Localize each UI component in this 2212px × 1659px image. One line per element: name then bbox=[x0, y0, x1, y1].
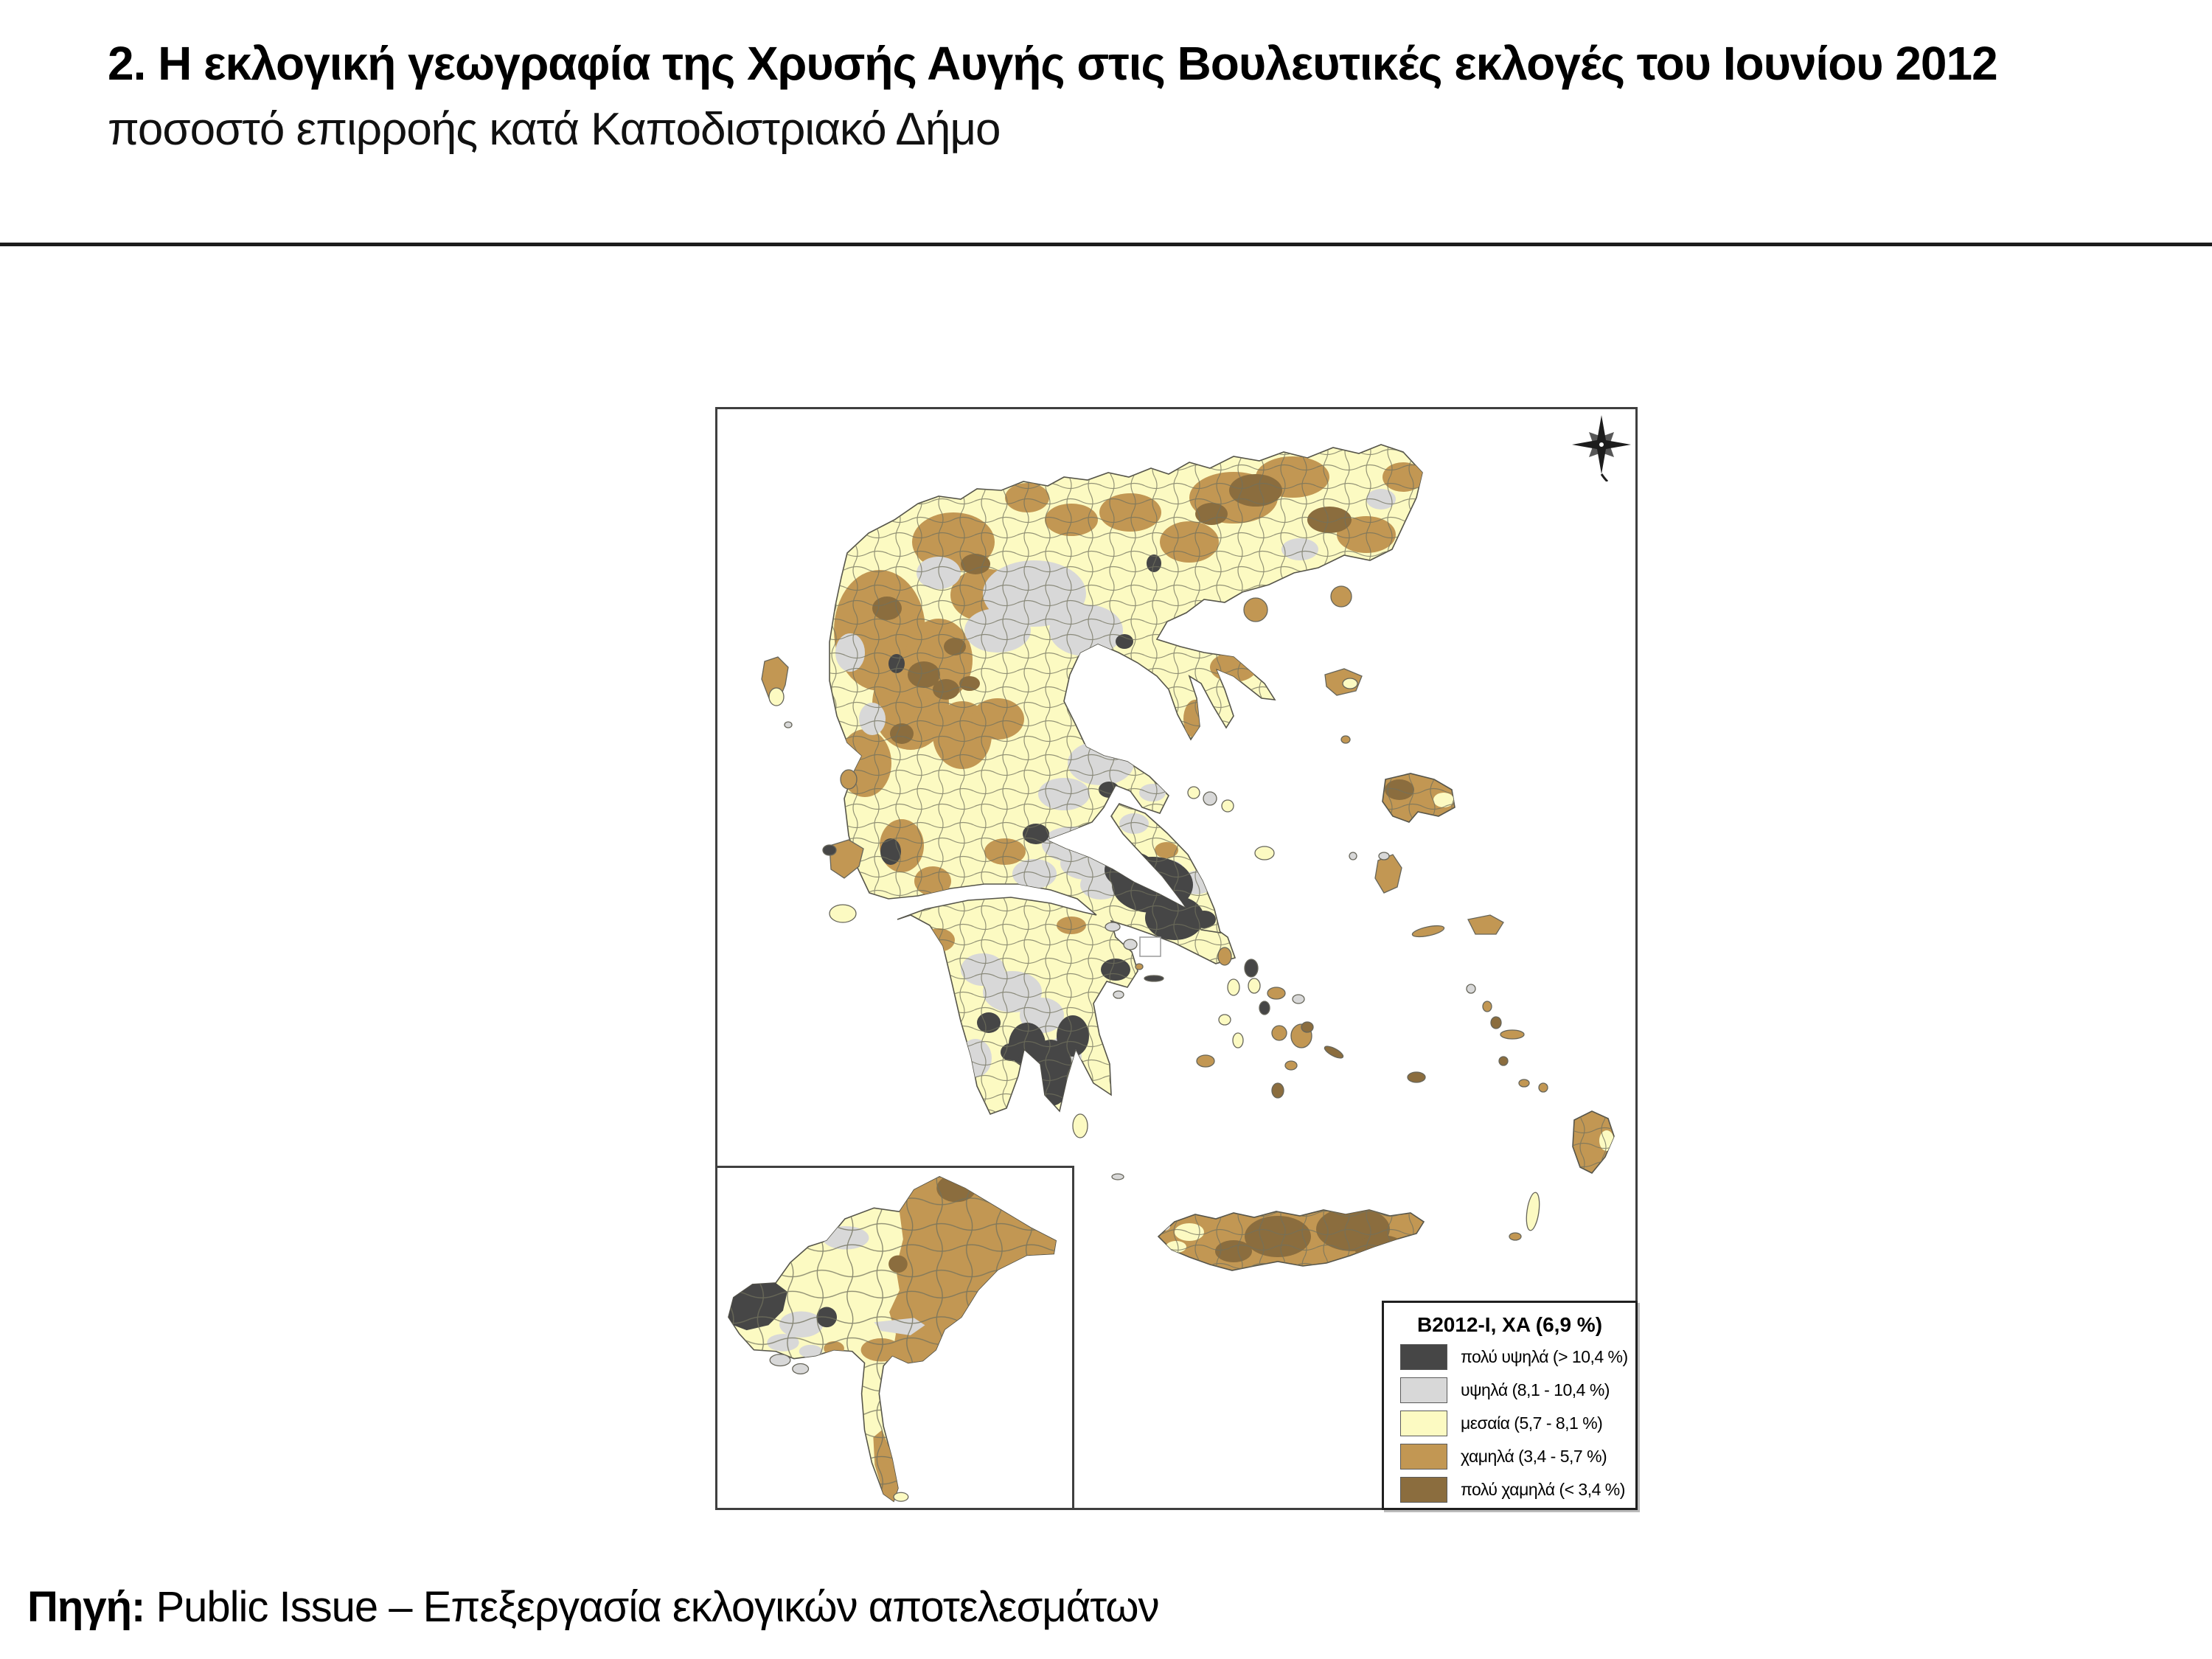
source-text: Public Issue – Επεξεργασία εκλογικών απο… bbox=[145, 1583, 1159, 1631]
page-subtitle: ποσοστό επιρροής κατά Καποδιστριακό Δήμο bbox=[108, 103, 1001, 155]
legend-swatch-low bbox=[1400, 1443, 1447, 1470]
legend-label-very-high: πολύ υψηλά (> 10,4 %) bbox=[1461, 1346, 1628, 1366]
attica-inset-svg bbox=[717, 1168, 1072, 1508]
legend-label-low: χαμηλά (3,4 - 5,7 %) bbox=[1461, 1446, 1607, 1466]
legend-row: μεσαία (5,7 - 8,1 %) bbox=[1400, 1410, 1603, 1436]
choropleth-map-greece: B2012-I, XA (6,9 %) πολύ υψηλά (> 10,4 %… bbox=[715, 407, 1638, 1510]
small-islands bbox=[761, 585, 1548, 1241]
legend-row: πολύ υψηλά (> 10,4 %) bbox=[1400, 1343, 1628, 1370]
legend-swatch-very-low bbox=[1400, 1476, 1447, 1503]
legend-label-medium: μεσαία (5,7 - 8,1 %) bbox=[1461, 1413, 1603, 1433]
legend-label-very-low: πολύ χαμηλά (< 3,4 %) bbox=[1461, 1479, 1625, 1499]
greece-map-svg bbox=[717, 409, 1635, 1508]
title-divider bbox=[0, 243, 2212, 246]
legend-swatch-very-high bbox=[1400, 1343, 1447, 1370]
legend-title: B2012-I, XA (6,9 %) bbox=[1416, 1313, 1603, 1336]
source-note: Πηγή: Public Issue – Επεξεργασία εκλογικ… bbox=[27, 1582, 1160, 1632]
legend-swatch-medium bbox=[1400, 1410, 1447, 1436]
legend-row: υψηλά (8,1 - 10,4 %) bbox=[1400, 1377, 1610, 1403]
source-label: Πηγή: bbox=[27, 1583, 145, 1631]
white-square-artifact bbox=[1139, 936, 1161, 957]
page-header: 2. Η εκλογική γεωγραφία της Χρυσής Αυγής… bbox=[108, 29, 2187, 162]
compass-rose-icon bbox=[1572, 415, 1631, 481]
legend-row: χαμηλά (3,4 - 5,7 %) bbox=[1400, 1443, 1607, 1470]
attica-inset-map bbox=[715, 1166, 1074, 1510]
page-title: 2. Η εκλογική γεωγραφία της Χρυσής Αυγής… bbox=[108, 37, 1998, 90]
legend-label-high: υψηλά (8,1 - 10,4 %) bbox=[1461, 1380, 1610, 1399]
map-legend: B2012-I, XA (6,9 %) πολύ υψηλά (> 10,4 %… bbox=[1382, 1301, 1638, 1510]
legend-row: πολύ χαμηλά (< 3,4 %) bbox=[1400, 1476, 1625, 1503]
legend-swatch-high bbox=[1400, 1377, 1447, 1403]
